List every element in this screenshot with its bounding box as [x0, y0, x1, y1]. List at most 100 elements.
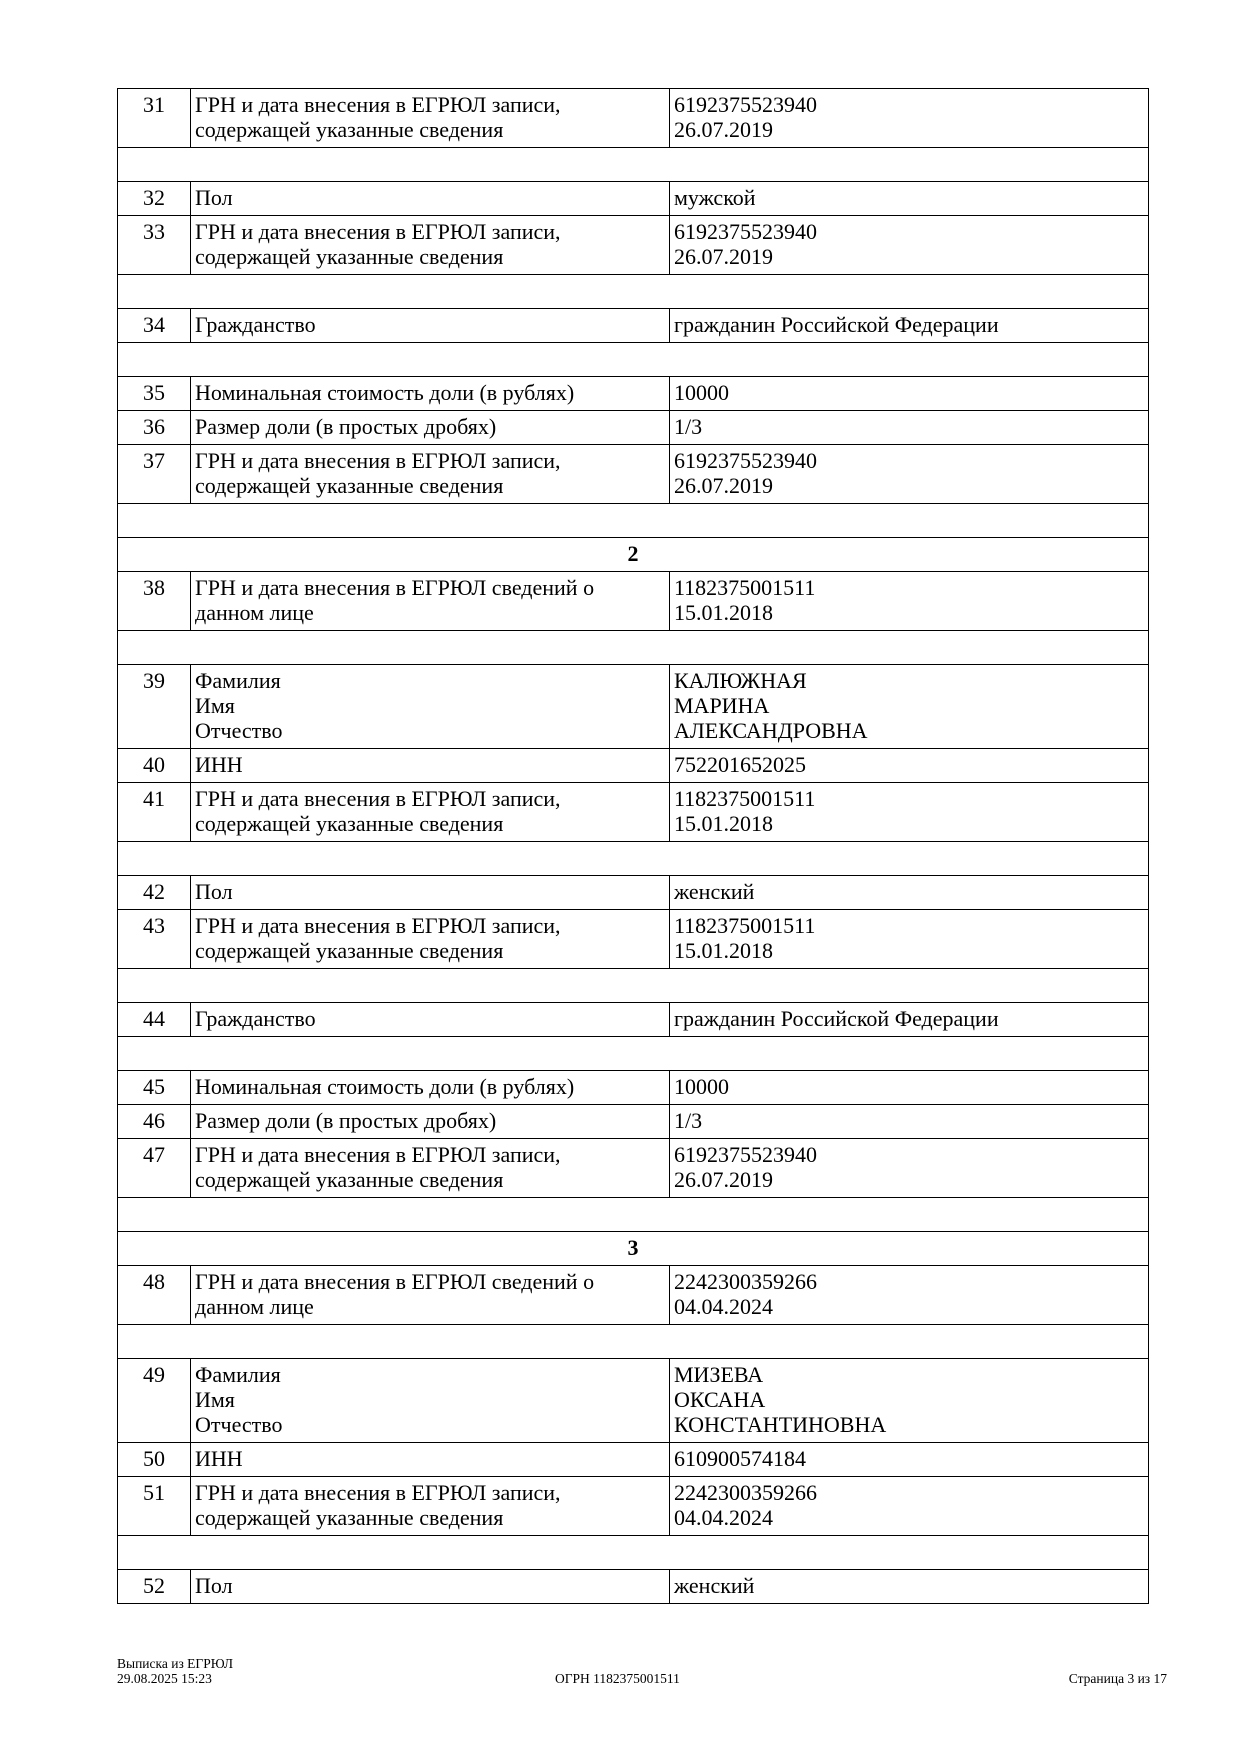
- blank-cell: [117, 147, 1149, 182]
- field-value-line: 1182375001511: [674, 913, 816, 938]
- row-number: 44: [117, 1002, 191, 1037]
- field-label-line: Номинальная стоимость доли (в рублях): [195, 1074, 575, 1099]
- field-label-line: Номинальная стоимость доли (в рублях): [195, 380, 575, 405]
- blank-cell: [117, 1036, 1149, 1071]
- section-number: 3: [117, 1231, 1149, 1266]
- field-value-line: 1/3: [674, 414, 703, 439]
- blank-separator-row: [117, 630, 1149, 665]
- table-row: 52 Пол женский: [117, 1569, 1149, 1604]
- field-value-cell: гражданин Российской Федерации: [669, 1002, 1149, 1037]
- field-label-line: содержащей указанные сведения: [195, 1167, 504, 1192]
- table-row: 47 ГРН и дата внесения в ЕГРЮЛ записи, сод…: [117, 1138, 1149, 1198]
- table-row: 37 ГРН и дата внесения в ЕГРЮЛ записи, сод…: [117, 444, 1149, 504]
- field-value-line: 15.01.2018: [674, 938, 773, 963]
- row-number: 34: [117, 308, 191, 343]
- field-value-cell: 1182375001511 15.01.2018: [669, 571, 1149, 631]
- table-row: 36 Размер доли (в простых дробях) 1/3: [117, 410, 1149, 445]
- field-label-cell: ГРН и дата внесения в ЕГРЮЛ записи, содер…: [190, 1138, 670, 1198]
- field-value-cell: МИЗЕВА ОКСАНА КОНСТАНТИНОВНА: [669, 1358, 1149, 1443]
- field-value-cell: 2242300359266 04.04.2024: [669, 1265, 1149, 1325]
- blank-separator-row: [117, 1324, 1149, 1359]
- table-row: 31 ГРН и дата внесения в ЕГРЮЛ записи, сод…: [117, 88, 1149, 148]
- field-value-cell: 10000: [669, 376, 1149, 411]
- field-value-cell: мужской: [669, 181, 1149, 216]
- row-number: 31: [117, 88, 191, 148]
- field-label-line: Имя: [195, 693, 235, 718]
- field-value-line: 6192375523940: [674, 448, 817, 473]
- field-value-line: 6192375523940: [674, 1142, 817, 1167]
- field-label-line: данном лице: [195, 1294, 314, 1319]
- row-number: 43: [117, 909, 191, 969]
- blank-separator-row: [117, 274, 1149, 309]
- field-label-line: Гражданство: [195, 1006, 316, 1031]
- table-row: 45 Номинальная стоимость доли (в рублях) 1…: [117, 1070, 1149, 1105]
- field-label-cell: ГРН и дата внесения в ЕГРЮЛ сведений о да…: [190, 571, 670, 631]
- field-value-line: 26.07.2019: [674, 244, 773, 269]
- field-label-cell: ИНН: [190, 748, 670, 783]
- field-value-line: 15.01.2018: [674, 600, 773, 625]
- blank-separator-row: [117, 503, 1149, 538]
- table-row: 34 Гражданство гражданин Российской Федера…: [117, 308, 1149, 343]
- blank-cell: [117, 342, 1149, 377]
- field-value-line: ОКСАНА: [674, 1387, 766, 1412]
- field-label-cell: Номинальная стоимость доли (в рублях): [190, 1070, 670, 1105]
- field-label-line: Пол: [195, 1573, 233, 1598]
- table-row: 41 ГРН и дата внесения в ЕГРЮЛ записи, сод…: [117, 782, 1149, 842]
- field-label-cell: ИНН: [190, 1442, 670, 1477]
- field-value-line: 10000: [674, 380, 729, 405]
- field-value-line: 15.01.2018: [674, 811, 773, 836]
- blank-cell: [117, 630, 1149, 665]
- field-value-line: 752201652025: [674, 752, 806, 777]
- table-row: 44 Гражданство гражданин Российской Федера…: [117, 1002, 1149, 1037]
- field-label-line: ГРН и дата внесения в ЕГРЮЛ записи,: [195, 1142, 561, 1167]
- field-value-cell: 1/3: [669, 410, 1149, 445]
- field-label-line: Отчество: [195, 718, 283, 743]
- row-number: 46: [117, 1104, 191, 1139]
- blank-cell: [117, 1535, 1149, 1570]
- field-label-line: ГРН и дата внесения в ЕГРЮЛ записи,: [195, 1480, 561, 1505]
- blank-cell: [117, 1324, 1149, 1359]
- field-value-cell: КАЛЮЖНАЯ МАРИНА АЛЕКСАНДРОВНА: [669, 664, 1149, 749]
- field-value-line: 610900574184: [674, 1446, 806, 1471]
- blank-separator-row: [117, 1036, 1149, 1071]
- field-value-cell: 1182375001511 15.01.2018: [669, 909, 1149, 969]
- field-label-line: ГРН и дата внесения в ЕГРЮЛ сведений о: [195, 1269, 595, 1294]
- field-value-line: КАЛЮЖНАЯ: [674, 668, 807, 693]
- field-value-cell: 1/3: [669, 1104, 1149, 1139]
- row-number: 35: [117, 376, 191, 411]
- blank-cell: [117, 1197, 1149, 1232]
- field-value-line: 1182375001511: [674, 575, 816, 600]
- row-number: 49: [117, 1358, 191, 1443]
- footer-ogrn: ОГРН 1182375001511: [555, 1671, 680, 1686]
- field-label-line: ИНН: [195, 1446, 243, 1471]
- field-value-line: 6192375523940: [674, 219, 817, 244]
- table-row: 46 Размер доли (в простых дробях) 1/3: [117, 1104, 1149, 1139]
- field-label-cell: Размер доли (в простых дробях): [190, 1104, 670, 1139]
- field-value-cell: гражданин Российской Федерации: [669, 308, 1149, 343]
- table-row: 48 ГРН и дата внесения в ЕГРЮЛ сведений о…: [117, 1265, 1149, 1325]
- field-value-line: 26.07.2019: [674, 1167, 773, 1192]
- field-value-line: женский: [674, 879, 755, 904]
- field-label-line: Пол: [195, 185, 233, 210]
- field-label-line: данном лице: [195, 600, 314, 625]
- footer-left: Выписка из ЕГРЮЛ 29.08.2025 15:23: [117, 1656, 233, 1686]
- blank-separator-row: [117, 147, 1149, 182]
- egrul-table: 31 ГРН и дата внесения в ЕГРЮЛ записи, сод…: [117, 88, 1149, 1604]
- field-label-line: Пол: [195, 879, 233, 904]
- row-number: 37: [117, 444, 191, 504]
- row-number: 36: [117, 410, 191, 445]
- field-label-line: ИНН: [195, 752, 243, 777]
- row-number: 41: [117, 782, 191, 842]
- field-label-line: ГРН и дата внесения в ЕГРЮЛ записи,: [195, 786, 561, 811]
- row-number: 50: [117, 1442, 191, 1477]
- field-value-line: 26.07.2019: [674, 117, 773, 142]
- field-value-line: гражданин Российской Федерации: [674, 312, 999, 337]
- blank-separator-row: [117, 968, 1149, 1003]
- field-label-line: содержащей указанные сведения: [195, 244, 504, 269]
- field-label-line: Отчество: [195, 1412, 283, 1437]
- field-label-line: Гражданство: [195, 312, 316, 337]
- field-value-cell: 610900574184: [669, 1442, 1149, 1477]
- field-label-cell: ГРН и дата внесения в ЕГРЮЛ записи, содер…: [190, 88, 670, 148]
- field-label-line: ГРН и дата внесения в ЕГРЮЛ сведений о: [195, 575, 595, 600]
- field-label-line: Размер доли (в простых дробях): [195, 414, 497, 439]
